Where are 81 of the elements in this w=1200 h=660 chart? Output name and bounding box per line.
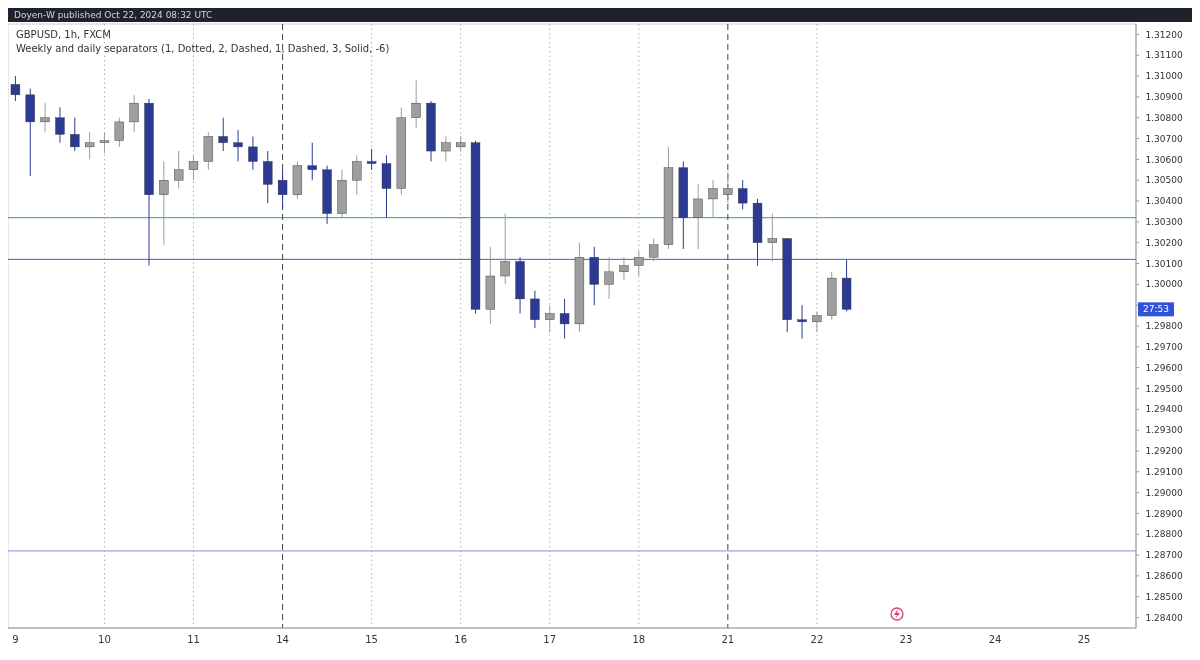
x-tick-label: 24 [988, 634, 1002, 645]
y-tick-label: 1.28600 [1145, 571, 1183, 582]
candlestick [411, 79, 421, 129]
candlestick [619, 256, 629, 281]
x-tick-label: 25 [1077, 634, 1091, 645]
y-tick-label: 1.31200 [1145, 29, 1183, 40]
candlestick [797, 304, 807, 339]
y-tick-label: 1.30000 [1145, 279, 1183, 290]
candlestick [693, 183, 703, 250]
candlestick [40, 102, 50, 133]
y-tick-label: 1.30300 [1145, 217, 1183, 228]
y-tick-label: 1.29100 [1145, 466, 1183, 477]
y-tick-label: 1.29000 [1145, 487, 1183, 498]
y-tick-label: 1.29300 [1145, 425, 1183, 436]
annotation: 27:53 [1143, 304, 1169, 315]
y-tick-label: 1.28900 [1145, 508, 1183, 519]
y-tick-label: 1.30600 [1145, 154, 1183, 165]
x-tick-label: 15 [365, 634, 378, 645]
candlestick [263, 150, 273, 204]
y-tick-label: 1.31100 [1145, 50, 1183, 61]
candlestick [708, 179, 718, 219]
y-tick-label: 1.30400 [1145, 196, 1183, 207]
candlestick [188, 154, 199, 181]
candlestick [174, 150, 184, 190]
y-tick-label: 1.30900 [1145, 92, 1183, 103]
candlestick [307, 142, 317, 181]
x-tick-label: 10 [98, 634, 111, 645]
y-tick-label: 1.29400 [1145, 404, 1183, 415]
candlestick [366, 148, 377, 171]
candlestick [648, 238, 659, 262]
x-tick-label: 21 [721, 634, 735, 645]
text: Weekly and daily separators (1, Dotted, 2, Dashed, 1, Dashed, 3, Solid, -6) [16, 43, 390, 54]
y-tick-label: 1.29700 [1145, 341, 1183, 352]
candlestick [233, 129, 243, 162]
y-tick-label: 1.28500 [1145, 591, 1183, 602]
y-tick-label: 1.29500 [1145, 383, 1183, 394]
candlestick [723, 171, 733, 204]
y-tick-label: 1.30100 [1145, 258, 1183, 269]
y-tick-label: 1.30500 [1145, 175, 1183, 186]
candlestick [767, 213, 778, 262]
x-tick-label: 18 [632, 634, 646, 645]
x-tick-label: 23 [899, 634, 913, 645]
candlestick [738, 179, 748, 210]
x-tick-label: 14 [276, 634, 289, 645]
candlestick [70, 117, 80, 152]
candlestick [545, 304, 555, 333]
candlestick [812, 310, 822, 333]
candlestick [559, 298, 570, 339]
candlestick [99, 131, 110, 154]
candlestick [500, 213, 510, 285]
x-tick-label: 9 [12, 634, 19, 645]
text: Doyen-W published Oct 22, 2024 08:32 UTC [14, 10, 213, 20]
candlestick [218, 117, 228, 152]
x-tick-label: 22 [810, 634, 824, 645]
candlestick [129, 94, 139, 133]
y-tick-label: 1.28700 [1145, 550, 1183, 561]
y-tick-label: 1.29600 [1145, 362, 1183, 373]
candlestick [530, 290, 540, 329]
candlestick [159, 160, 169, 246]
candlestick [10, 75, 21, 102]
candlestick [441, 135, 451, 162]
candlestick [352, 154, 362, 196]
candlestick [84, 131, 95, 160]
candlestick [114, 117, 124, 148]
candlestick [634, 250, 644, 277]
candlestick [604, 256, 614, 300]
y-tick-label: 1.29800 [1145, 321, 1183, 332]
text: GBPUSD, 1h, FXCM [16, 29, 111, 40]
candlestick [55, 106, 65, 144]
x-tick-label: 11 [187, 634, 200, 645]
y-tick-label: 1.29200 [1145, 446, 1183, 457]
y-tick-label: 1.28800 [1145, 529, 1183, 540]
candlestick [248, 135, 258, 171]
x-tick-label: 16 [454, 634, 468, 645]
y-tick-label: 1.28400 [1145, 612, 1183, 623]
candlestick [277, 169, 288, 210]
y-tick-label: 1.30700 [1145, 133, 1183, 144]
x-tick-label: 17 [543, 634, 557, 645]
y-tick-label: 1.31000 [1145, 71, 1183, 82]
y-tick-label: 1.30800 [1145, 112, 1183, 123]
y-tick-label: 1.30200 [1145, 237, 1183, 248]
